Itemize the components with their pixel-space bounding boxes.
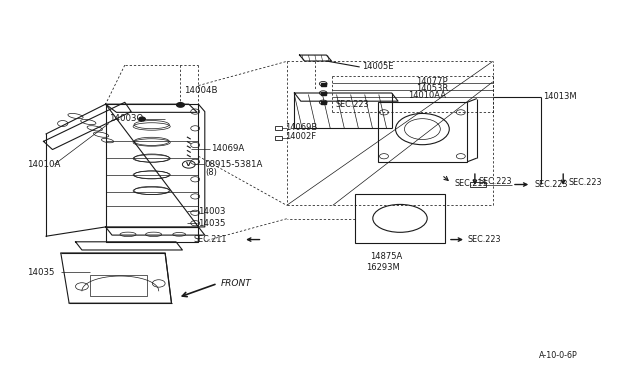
- Bar: [275, 136, 282, 140]
- Bar: [321, 101, 326, 104]
- Circle shape: [177, 103, 184, 107]
- Text: 14002F: 14002F: [285, 132, 316, 141]
- Text: FRONT: FRONT: [221, 279, 252, 288]
- Text: 14004B: 14004B: [184, 86, 217, 94]
- Text: 14003: 14003: [198, 207, 226, 216]
- Text: 14035: 14035: [198, 219, 226, 228]
- Bar: [321, 92, 326, 95]
- Text: SEC.223: SEC.223: [336, 100, 369, 109]
- Bar: [378, 102, 467, 162]
- Text: SEC.223: SEC.223: [467, 235, 500, 244]
- Bar: [90, 275, 147, 296]
- Text: SEC.223: SEC.223: [534, 180, 568, 189]
- Text: 14077P: 14077P: [416, 77, 447, 86]
- Text: 14069B: 14069B: [285, 123, 317, 132]
- Text: 14069A: 14069A: [211, 144, 244, 153]
- Bar: [275, 126, 282, 130]
- Text: 14875A: 14875A: [370, 252, 402, 261]
- Text: 08915-5381A: 08915-5381A: [205, 160, 263, 169]
- Text: (8): (8): [205, 169, 217, 177]
- Text: 14010AA: 14010AA: [408, 92, 446, 100]
- Text: SEC.211: SEC.211: [194, 235, 227, 244]
- Text: 14053R: 14053R: [416, 84, 448, 93]
- Text: 14013M: 14013M: [543, 92, 577, 101]
- Text: 14005E: 14005E: [362, 62, 393, 71]
- Bar: [321, 83, 326, 86]
- Text: 16293M: 16293M: [366, 263, 400, 272]
- Bar: [355, 194, 445, 243]
- Text: V: V: [186, 162, 191, 167]
- Text: A-10-0-6P: A-10-0-6P: [539, 351, 578, 360]
- Text: SEC.223: SEC.223: [479, 177, 512, 186]
- Text: 14010A: 14010A: [27, 160, 60, 169]
- Text: 14035: 14035: [27, 268, 54, 277]
- Circle shape: [139, 117, 145, 121]
- Text: SEC.211: SEC.211: [454, 179, 488, 187]
- Bar: [470, 182, 486, 187]
- Text: 14003Q: 14003Q: [109, 114, 143, 123]
- Text: SEC.223: SEC.223: [568, 178, 602, 187]
